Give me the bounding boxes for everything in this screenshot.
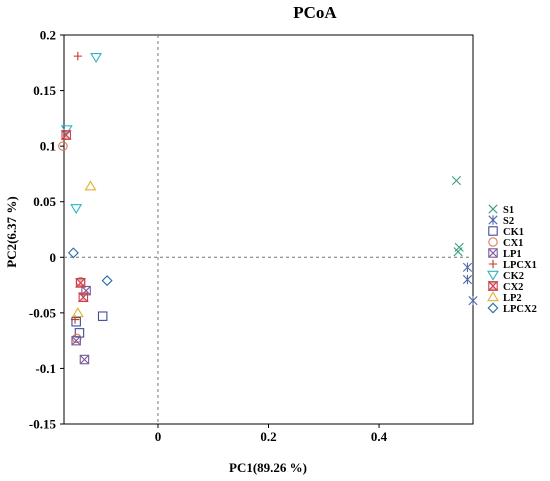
data-point — [79, 354, 90, 365]
data-point — [70, 204, 83, 215]
series-ck2 — [60, 52, 103, 215]
x-axis: 0 0.2 0.4 — [155, 424, 388, 444]
data-point — [468, 295, 478, 306]
series-s1 — [451, 176, 464, 257]
data-point — [462, 262, 473, 272]
data-point — [71, 335, 81, 346]
legend-marker — [488, 259, 498, 269]
data-point — [90, 52, 103, 64]
y-tick-label: 0.2 — [40, 28, 56, 43]
legend-label: S2 — [503, 216, 514, 227]
legend-label: CK1 — [503, 227, 524, 238]
legend-item-ck2: CK2 — [487, 270, 524, 282]
data-point — [453, 247, 463, 257]
data-point — [71, 316, 81, 327]
legend-item-lpcx2: LPCX2 — [487, 302, 537, 315]
legend-item-s2: S2 — [488, 215, 514, 227]
legend-label: CX2 — [503, 282, 523, 293]
y-tick-label: 0.1 — [40, 139, 56, 154]
data-point — [77, 292, 89, 303]
legend-marker — [487, 291, 499, 302]
series-s2 — [462, 262, 478, 306]
y-axis-title: PC2(6.37 %) — [4, 196, 19, 268]
reference-lines — [64, 35, 473, 424]
legend-marker — [487, 302, 499, 314]
legend-label: CK2 — [503, 271, 524, 282]
legend-label: LP1 — [503, 249, 522, 260]
y-tick-label: -0.05 — [29, 305, 57, 320]
legend-label: LPCX2 — [503, 304, 537, 315]
y-tick-label: -0.1 — [35, 361, 56, 376]
data-point — [60, 130, 72, 140]
data-points — [58, 51, 478, 365]
y-axis: 0.2 0.15 0.1 0.05 0 -0.05 -0.1 -0.15 — [29, 28, 64, 432]
series-ck1 — [71, 311, 108, 338]
data-point — [451, 176, 462, 186]
plot-frame — [63, 34, 474, 425]
y-tick-label: 0 — [50, 250, 57, 265]
data-point — [75, 278, 87, 288]
legend-marker — [487, 270, 499, 281]
x-axis-title: PC1(89.26 %) — [229, 460, 307, 475]
y-tick-label: -0.15 — [29, 417, 57, 432]
legend-label: LPCX1 — [503, 260, 537, 271]
legend-marker — [488, 204, 498, 214]
legend-item-lpcx1: LPCX1 — [488, 259, 537, 271]
series-lp2 — [71, 180, 97, 318]
series-cx2 — [60, 130, 89, 303]
y-tick-label: 0.15 — [33, 83, 56, 98]
chart-title: PCoA — [293, 3, 337, 22]
x-tick-label: 0.2 — [260, 429, 276, 444]
series-lpcx2 — [67, 247, 113, 287]
data-point — [71, 333, 82, 344]
data-point — [71, 307, 84, 318]
data-point — [73, 51, 83, 61]
y-tick-label: 0.05 — [33, 194, 56, 209]
legend-marker — [488, 226, 498, 236]
legend-item-cx1: CX1 — [488, 237, 523, 249]
legend-label: CX1 — [503, 238, 523, 249]
legend-item-lp1: LP1 — [488, 248, 522, 260]
data-point — [60, 125, 73, 136]
data-point — [462, 274, 473, 285]
legend-item-s1: S1 — [488, 204, 514, 216]
data-point — [101, 275, 113, 287]
legend-marker — [488, 237, 498, 247]
legend-marker — [488, 215, 498, 225]
legend-marker — [488, 248, 498, 258]
x-tick-label: 0 — [155, 429, 162, 444]
legend-label: S1 — [503, 205, 514, 216]
data-point — [84, 180, 97, 191]
x-tick-label: 0.4 — [371, 429, 388, 444]
legend-marker — [487, 281, 499, 291]
legend-item-cx2: CX2 — [487, 281, 523, 293]
legend-label: LP2 — [503, 293, 522, 304]
data-point — [97, 311, 108, 321]
data-point — [67, 247, 79, 259]
data-point — [58, 141, 68, 151]
legend-item-lp2: LP2 — [487, 291, 522, 304]
legend-item-ck1: CK1 — [488, 226, 524, 238]
